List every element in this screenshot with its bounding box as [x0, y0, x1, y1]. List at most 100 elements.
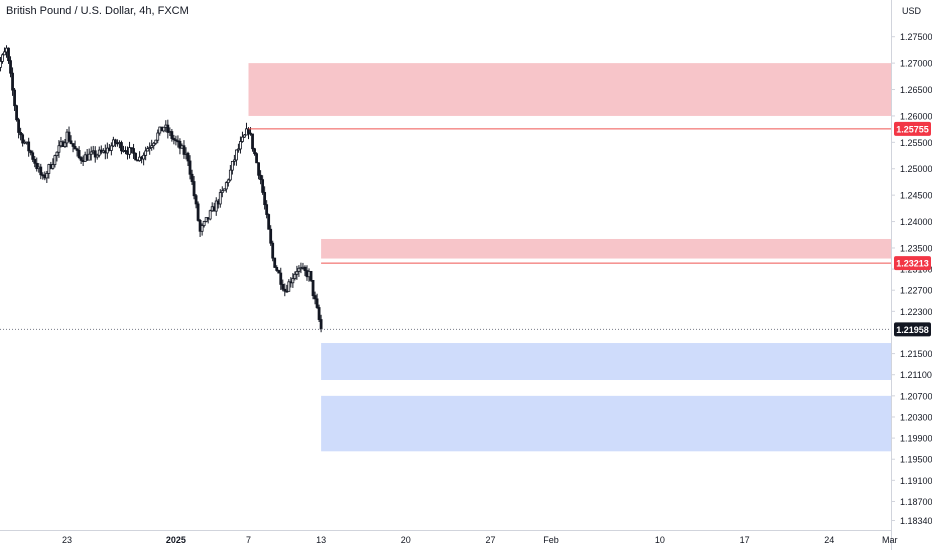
candle-body-86: [166, 124, 170, 133]
candle-body-149: [293, 273, 297, 279]
time-axis: 23 2025 7 13 20 27 Feb 10 17 24 Mar: [62, 535, 898, 545]
y-tick-label-20: 1.18340: [900, 516, 932, 526]
candle-body-75: [144, 150, 148, 156]
candle-body-11: [15, 105, 18, 121]
candle-body-69: [132, 148, 135, 154]
candle-body-107: [208, 210, 212, 220]
candle-body-29: [51, 164, 55, 169]
lines-layer: [0, 128, 891, 330]
candle-body-52: [97, 149, 101, 156]
candle-body-122: [239, 141, 242, 150]
candle-body-119: [232, 159, 236, 162]
candle-body-150: [295, 271, 299, 275]
y-tick-label-6: 1.24500: [900, 191, 932, 201]
candle-body-104: [202, 221, 206, 226]
candle-body-146: [287, 281, 291, 292]
candle-body-116: [226, 179, 230, 184]
candle-body-128: [251, 133, 254, 150]
y-tick-label-8: 1.23500: [900, 243, 932, 253]
y-tick-label-18: 1.19100: [900, 476, 932, 486]
candle-body-124: [243, 134, 246, 138]
zones-layer: [248, 63, 892, 452]
y-tick-label-0: 1.27500: [900, 32, 932, 42]
y-tick-label-17: 1.19500: [900, 455, 932, 465]
current-price-badge-label: 1.21958: [896, 325, 929, 335]
candle-body-134: [263, 192, 267, 206]
candle-body-105: [204, 217, 208, 222]
candle-body-144: [283, 288, 287, 292]
x-tick-label-9: 24: [824, 535, 834, 545]
candle-body-84: [162, 126, 166, 132]
current-price-badge-bg: [894, 322, 931, 337]
candle-body-113: [220, 190, 224, 193]
candle-body-5: [3, 51, 6, 56]
x-tick-label-8: 17: [740, 535, 750, 545]
demand-zone-3: [321, 395, 892, 452]
currency-label[interactable]: USD: [902, 6, 922, 16]
candle-body-154: [303, 266, 307, 271]
candle-body-89: [172, 138, 176, 141]
candle-body-43: [79, 157, 83, 161]
candle-body-13: [19, 132, 23, 136]
supply-zone-1: [321, 238, 892, 259]
candle-body-90: [174, 139, 178, 142]
level-badge-1-label: 1.23213: [896, 259, 929, 269]
y-tick-label-11: 1.22300: [900, 307, 932, 317]
candle-body-68: [130, 147, 133, 150]
candle-body-63: [120, 142, 123, 152]
y-tick-label-12: 1.21500: [900, 349, 932, 359]
x-tick-label-0: 23: [62, 535, 72, 545]
candle-body-96: [186, 152, 190, 162]
candle-body-98: [190, 173, 194, 182]
x-tick-label-3: 13: [316, 535, 326, 545]
candle-body-94: [182, 145, 186, 155]
y-tick-label-1: 1.27000: [900, 59, 932, 69]
x-tick-label-4: 20: [401, 535, 411, 545]
candle-body-160: [315, 298, 319, 308]
demand-zone-2: [321, 343, 892, 381]
candle-body-101: [196, 203, 200, 221]
candle-body-140: [275, 267, 279, 271]
candle-body-42: [77, 150, 81, 158]
candle-body-139: [273, 257, 277, 268]
candle-body-79: [152, 142, 156, 147]
candle-body-135: [265, 204, 269, 215]
candle-body-110: [214, 200, 218, 212]
price-axis: 1.27500 1.27000 1.26500 1.26000 1.25500 1.250…: [891, 32, 932, 526]
candle-body-35: [63, 142, 67, 147]
candle-body-77: [148, 147, 152, 150]
y-tick-label-13: 1.21100: [900, 370, 932, 380]
candle-body-130: [255, 153, 258, 164]
x-tick-label-6: Feb: [543, 535, 559, 545]
candle-body-136: [267, 214, 271, 230]
candle-body-4: [1, 54, 4, 62]
candle-body-131: [257, 162, 260, 176]
candle-body-14: [21, 134, 25, 144]
symbol-title: British Pound / U.S. Dollar, 4h, FXCM: [6, 5, 189, 17]
candle-body-129: [253, 148, 256, 155]
level-badge-0-bg: [894, 121, 931, 136]
y-tick-label-5: 1.25000: [900, 164, 932, 174]
candle-body-100: [194, 195, 198, 205]
candle-body-157: [309, 270, 313, 281]
x-tick-label-5: 27: [485, 535, 495, 545]
candle-body-123: [241, 136, 244, 142]
candle-body-142: [279, 272, 283, 285]
candle-body-10: [13, 89, 16, 107]
candle-body-23: [39, 166, 43, 176]
candle-body-99: [192, 181, 196, 197]
candle-body-151: [297, 267, 301, 272]
candle-body-21: [35, 162, 39, 170]
candle-body-12: [17, 119, 21, 133]
candle-body-8: [9, 60, 12, 74]
y-tick-label-2: 1.26500: [900, 85, 932, 95]
candle-body-115: [224, 182, 228, 190]
price-badges: 1.25755 1.23213 1.21958: [894, 121, 931, 337]
y-tick-label-19: 1.18700: [900, 497, 932, 507]
candle-body-161: [317, 307, 321, 320]
candles-layer: [0, 45, 323, 333]
candle-body-114: [222, 188, 226, 192]
y-tick-label-4: 1.25500: [900, 138, 932, 148]
